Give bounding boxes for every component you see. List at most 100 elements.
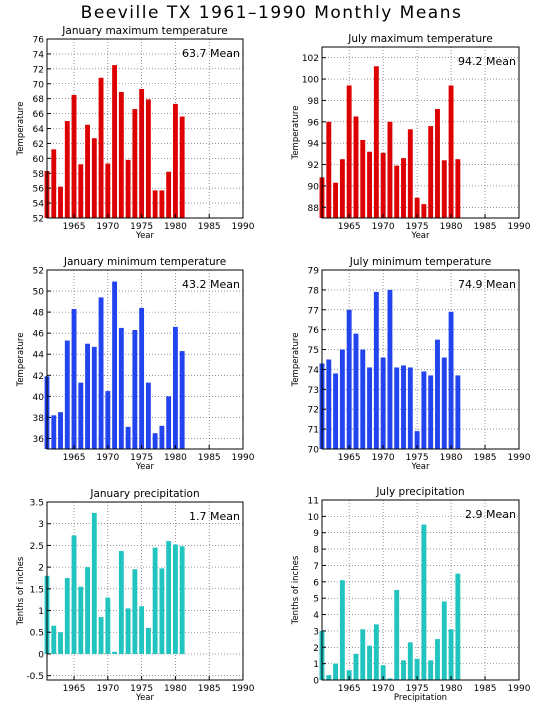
bar-1968: [91, 512, 97, 654]
x-tick-label: 1965: [63, 222, 86, 232]
y-axis-label: Temperature: [291, 106, 301, 161]
mean-label: 94.2 Mean: [458, 55, 516, 68]
bar-1966: [78, 382, 84, 449]
y-tick-label: 1: [38, 607, 44, 617]
bar-1965: [346, 85, 352, 218]
bar-1973: [401, 365, 406, 449]
bar-1964: [339, 580, 345, 680]
x-tick-label: 1975: [406, 453, 429, 463]
bar-1968: [367, 367, 372, 449]
bar-1978: [435, 639, 440, 680]
bar-1980: [448, 85, 454, 218]
bar-1979: [441, 601, 447, 680]
x-axis-label: Year: [135, 693, 155, 703]
x-tick-label: 1985: [474, 453, 497, 463]
chart-panel-1: 52 54 56 58 60 62 64 66 68 70 72 74 76 1965 1970 1975 19…: [16, 25, 255, 241]
bar-1962: [51, 149, 57, 218]
x-tick-label: 1965: [338, 222, 361, 232]
bar-1970: [380, 665, 386, 680]
y-tick-label: 46: [33, 330, 45, 340]
plot-frame: [46, 269, 244, 450]
x-tick-label: 1990: [232, 684, 255, 694]
bar-1962: [326, 675, 332, 680]
bar-1969: [373, 66, 379, 218]
bar-1980: [172, 103, 178, 218]
bar-1967: [360, 139, 366, 218]
x-tick-label: 1990: [232, 453, 255, 463]
bar-1975: [139, 88, 145, 219]
y-tick-label: 0.5: [30, 629, 44, 639]
bar-1970: [105, 391, 111, 449]
panel-title: July maximum temperature: [347, 33, 492, 45]
bar-1964: [64, 577, 70, 654]
y-tick-label: 79: [308, 267, 320, 277]
bar-1981: [179, 351, 185, 449]
bar-1966: [78, 164, 84, 218]
y-axis-label: Temperature: [291, 333, 301, 388]
bar-1970: [105, 597, 111, 654]
y-tick-label: 2: [313, 644, 319, 654]
y-tick-label: 2.5: [30, 542, 44, 552]
y-tick-label: 73: [308, 386, 319, 396]
bar-1962: [51, 415, 57, 449]
bar-1971: [112, 65, 118, 219]
bar-1978: [159, 568, 165, 654]
bar-1979: [166, 541, 172, 654]
y-tick-label: 96: [308, 118, 320, 128]
bar-1981: [455, 573, 461, 680]
x-tick-label: 1985: [198, 222, 221, 232]
x-tick-label: 1970: [372, 684, 395, 694]
bar-1977: [152, 547, 158, 654]
y-tick-label: 11: [308, 497, 319, 507]
bar-1965: [71, 308, 77, 449]
bar-1975: [414, 658, 420, 680]
bar-1972: [394, 590, 400, 680]
bar-1965: [346, 670, 352, 680]
main-title: Beeville TX 1961–1990 Monthly Means: [80, 3, 463, 23]
panel-title: January precipitation: [89, 488, 199, 500]
y-tick-label: 6: [313, 578, 319, 588]
bar-1969: [373, 624, 379, 680]
bar-1979: [166, 171, 172, 218]
y-tick-label: 3: [38, 520, 44, 530]
bar-1975: [139, 606, 145, 654]
bar-1964: [339, 159, 345, 218]
chart-panel-2: 88 90 92 94 96 98 100 102 1965 1970 1975 1980 1985 19…: [291, 33, 531, 241]
bar-1980: [172, 326, 178, 449]
bar-1967: [85, 567, 90, 654]
bar-1964: [64, 121, 70, 218]
bar-1979: [166, 396, 172, 449]
y-tick-label: 3.5: [30, 499, 44, 509]
plot-frame: [46, 501, 244, 681]
bar-1971: [387, 678, 393, 680]
bar-1974: [132, 109, 138, 218]
bar-1974: [407, 129, 413, 218]
y-tick-label: 76: [33, 36, 45, 46]
bar-1981: [179, 546, 185, 654]
y-axis-label: Temperature: [16, 333, 26, 388]
y-tick-label: 58: [33, 170, 45, 180]
y-tick-label: 78: [308, 286, 320, 296]
x-tick-label: 1980: [164, 684, 187, 694]
x-tick-label: 1990: [232, 222, 255, 232]
y-tick-label: 68: [33, 95, 45, 105]
y-tick-label: 76: [308, 326, 320, 336]
bar-1965: [346, 309, 352, 449]
y-tick-label: 1: [313, 660, 319, 670]
x-axis-label: Year: [135, 231, 155, 241]
y-axis-label: Tenths of inches: [291, 555, 301, 625]
bar-1974: [407, 642, 413, 680]
mean-label: 2.9 Mean: [465, 508, 516, 521]
bar-1976: [145, 382, 151, 449]
bar-1966: [353, 116, 359, 218]
x-tick-label: 1980: [164, 453, 187, 463]
y-tick-label: 0: [313, 677, 319, 687]
bar-1978: [159, 190, 165, 218]
bar-1977: [428, 375, 434, 449]
bar-1967: [360, 349, 366, 449]
x-tick-label: 1975: [406, 684, 429, 694]
x-tick-label: 1980: [440, 684, 463, 694]
mean-label: 74.9 Mean: [458, 278, 516, 291]
y-tick-label: 42: [33, 372, 44, 382]
